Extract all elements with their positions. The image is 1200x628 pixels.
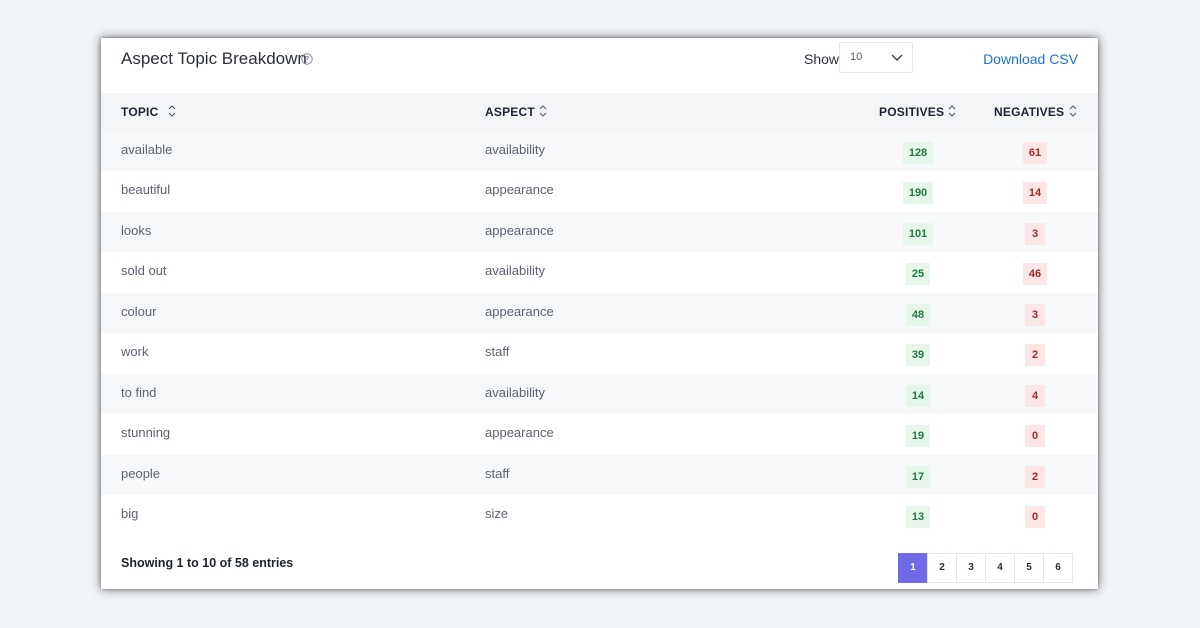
- negatives-badge: 14: [1022, 182, 1048, 204]
- negatives-badge: 0: [1025, 425, 1045, 447]
- positives-badge: 128: [902, 142, 934, 164]
- page-button-6[interactable]: 6: [1043, 553, 1073, 583]
- topic-cell: stunning: [121, 425, 171, 440]
- aspect-cell: appearance: [485, 425, 554, 440]
- positives-badge: 25: [905, 263, 931, 285]
- chevron-down-icon: [891, 54, 903, 61]
- table-row: stunning appearance 19 0: [101, 414, 1098, 454]
- positives-badge: 101: [902, 223, 934, 245]
- aspect-cell: appearance: [485, 304, 554, 319]
- positives-badge: 48: [905, 304, 931, 326]
- page-button-1[interactable]: 1: [898, 553, 928, 583]
- aspect-cell: availability: [485, 385, 545, 400]
- page-button-2[interactable]: 2: [927, 553, 957, 583]
- table-row: sold out availability 25 46: [101, 252, 1098, 292]
- sort-icon[interactable]: [539, 103, 547, 119]
- negatives-badge: 2: [1025, 344, 1045, 366]
- topic-cell: big: [121, 506, 139, 521]
- table-row: available availability 128 61: [101, 131, 1098, 171]
- card-title: Aspect Topic Breakdown: [121, 49, 307, 68]
- topic-cell: to find: [121, 385, 157, 400]
- topic-cell: colour: [121, 304, 157, 319]
- negatives-badge: 2: [1025, 466, 1045, 488]
- aspect-cell: availability: [485, 142, 545, 157]
- column-header-positives[interactable]: POSITIVES: [879, 105, 945, 119]
- sort-icon[interactable]: [1069, 103, 1077, 119]
- negatives-badge: 3: [1025, 223, 1045, 245]
- aspect-cell: staff: [485, 344, 510, 359]
- table-row: looks appearance 101 3: [101, 212, 1098, 252]
- positives-badge: 14: [905, 385, 931, 407]
- aspect-cell: availability: [485, 263, 545, 278]
- topic-cell: beautiful: [121, 182, 171, 197]
- positives-badge: 19: [905, 425, 931, 447]
- topic-cell: available: [121, 142, 173, 157]
- aspect-cell: appearance: [485, 223, 554, 238]
- column-header-negatives[interactable]: NEGATIVES: [994, 105, 1065, 119]
- column-header-topic[interactable]: TOPIC: [121, 105, 159, 119]
- column-header-aspect[interactable]: ASPECT: [485, 105, 535, 119]
- aspect-topic-card: Aspect Topic Breakdown Show 10 Download …: [101, 38, 1098, 589]
- download-csv-link[interactable]: Download CSV: [983, 51, 1078, 67]
- table-row: to find availability 14 4: [101, 374, 1098, 414]
- entries-summary: Showing 1 to 10 of 58 entries: [121, 556, 294, 570]
- negatives-badge: 61: [1022, 142, 1048, 164]
- positives-badge: 39: [905, 344, 931, 366]
- page-button-3[interactable]: 3: [956, 553, 986, 583]
- table-row: big size 13 0: [101, 495, 1098, 535]
- topic-cell: work: [121, 344, 149, 359]
- sort-icon[interactable]: [948, 103, 956, 119]
- table-row: work staff 39 2: [101, 333, 1098, 373]
- table-header: TOPIC ASPECT POSITIVES NEGATIVES: [101, 93, 1098, 131]
- aspect-cell: appearance: [485, 182, 554, 197]
- table-row: people staff 17 2: [101, 455, 1098, 495]
- topic-cell: people: [121, 466, 161, 481]
- negatives-badge: 3: [1025, 304, 1045, 326]
- aspect-cell: size: [485, 506, 509, 521]
- topic-cell: looks: [121, 223, 152, 238]
- pagination: 1 2 3 4 5 6: [898, 553, 1073, 583]
- negatives-badge: 46: [1022, 263, 1048, 285]
- positives-badge: 190: [902, 182, 934, 204]
- page-button-4[interactable]: 4: [985, 553, 1015, 583]
- page-button-5[interactable]: 5: [1014, 553, 1044, 583]
- negatives-badge: 4: [1025, 385, 1045, 407]
- table-row: beautiful appearance 190 14: [101, 171, 1098, 211]
- help-circle-icon[interactable]: [301, 53, 313, 65]
- page-size-value: 10: [850, 51, 863, 63]
- page-size-select[interactable]: 10: [839, 42, 913, 73]
- positives-badge: 17: [905, 466, 931, 488]
- sort-icon[interactable]: [168, 103, 176, 119]
- table-row: colour appearance 48 3: [101, 293, 1098, 333]
- topic-cell: sold out: [121, 263, 167, 278]
- aspect-cell: staff: [485, 466, 510, 481]
- negatives-badge: 0: [1025, 506, 1045, 528]
- positives-badge: 13: [905, 506, 931, 528]
- show-label: Show: [804, 51, 840, 67]
